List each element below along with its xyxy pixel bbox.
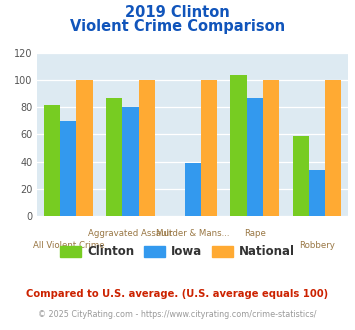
Bar	[293, 136, 309, 216]
Text: 2019 Clinton: 2019 Clinton	[125, 5, 230, 20]
Bar	[309, 170, 325, 216]
Bar	[60, 121, 76, 216]
Bar	[44, 105, 60, 216]
Text: © 2025 CityRating.com - https://www.cityrating.com/crime-statistics/: © 2025 CityRating.com - https://www.city…	[38, 310, 317, 319]
Bar	[76, 80, 93, 216]
Bar	[247, 98, 263, 216]
Text: Violent Crime Comparison: Violent Crime Comparison	[70, 19, 285, 34]
Text: Murder & Mans...: Murder & Mans...	[156, 229, 229, 238]
Bar	[106, 98, 122, 216]
Text: Aggravated Assault: Aggravated Assault	[88, 229, 173, 238]
Bar	[230, 75, 247, 216]
Bar	[138, 80, 155, 216]
Bar	[185, 163, 201, 216]
Bar	[201, 80, 217, 216]
Text: Rape: Rape	[244, 229, 266, 238]
Bar	[263, 80, 279, 216]
Text: Robbery: Robbery	[299, 241, 335, 250]
Text: Compared to U.S. average. (U.S. average equals 100): Compared to U.S. average. (U.S. average …	[26, 289, 329, 299]
Legend: Clinton, Iowa, National: Clinton, Iowa, National	[55, 241, 300, 263]
Bar	[325, 80, 341, 216]
Bar	[122, 107, 138, 216]
Text: All Violent Crime: All Violent Crime	[33, 241, 104, 250]
